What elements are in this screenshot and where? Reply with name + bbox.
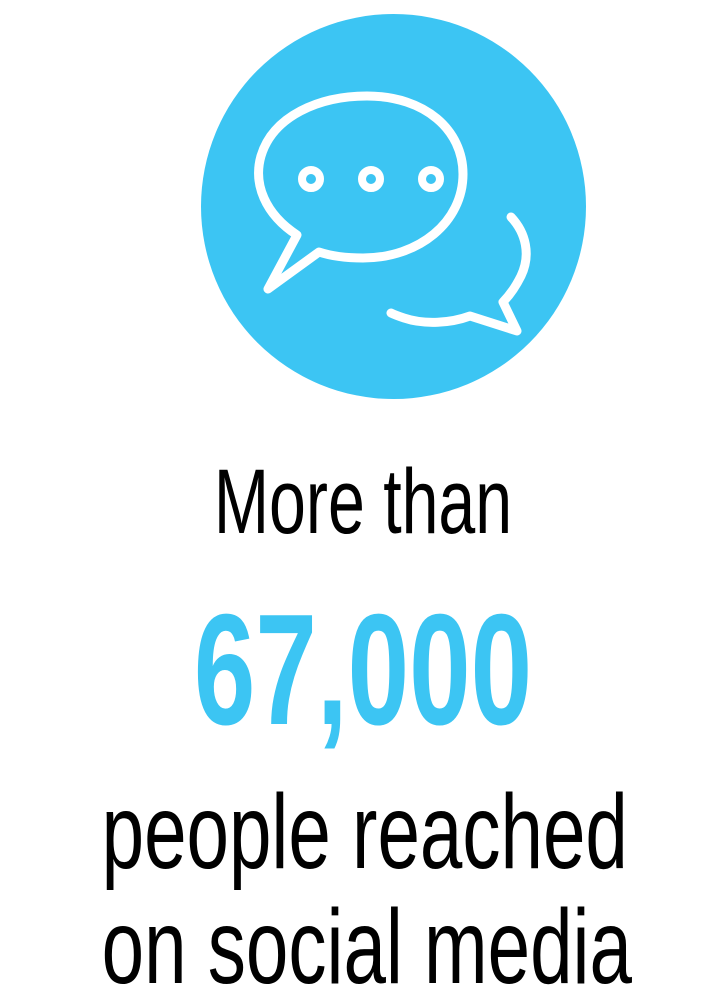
typing-dots <box>298 166 444 192</box>
stat-intro: More than <box>213 451 513 553</box>
icon-badge-circle <box>201 14 586 399</box>
chat-bubbles-icon <box>201 14 586 399</box>
dot-icon <box>358 166 384 192</box>
stat-number: 67,000 <box>193 582 533 758</box>
speech-bubble-secondary <box>386 212 531 336</box>
dot-icon <box>418 166 444 192</box>
stat-description-line-2: on social media <box>101 888 632 1006</box>
dot-icon <box>298 166 324 192</box>
speech-bubble-main <box>254 91 468 294</box>
stat-description-line-1: people reached <box>101 773 628 891</box>
